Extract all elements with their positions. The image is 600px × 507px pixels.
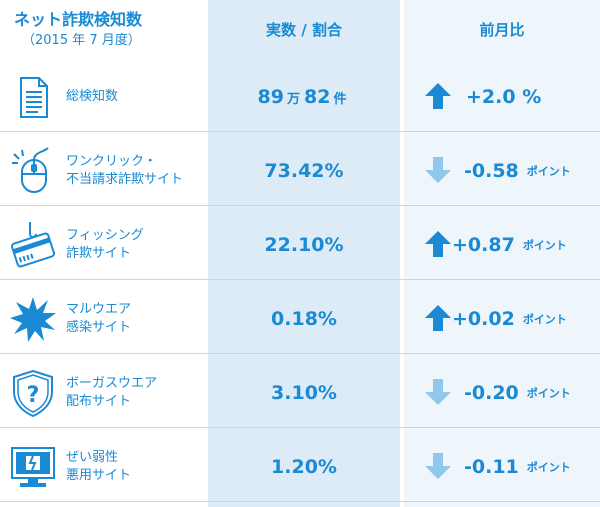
change-value: -0.58 ポイント (464, 136, 571, 206)
row-change: -0.20 ポイント (404, 358, 600, 428)
row-value: 89 万 82 件 (208, 62, 400, 132)
row-label: ワンクリック・ 不当請求詐欺サイト (66, 136, 183, 206)
broken-monitor-icon (11, 447, 55, 487)
total-unit-ken: 件 (333, 91, 347, 107)
row-label: ぜい弱性 悪用サイト (66, 432, 131, 502)
total-value-ken: 82 (304, 86, 331, 108)
table-row: マルウエア 感染サイト 0.18% +0.02 ポイント (0, 284, 600, 354)
change-column-header: 前月比 (479, 21, 525, 39)
change-value: +0.02 ポイント (452, 284, 567, 354)
change-number: -0.11 (464, 456, 519, 478)
table-row: 総検知数 89 万 82 件 +2.0 % (0, 62, 600, 132)
row-label-line2: 詐欺サイト (66, 246, 132, 261)
row-value: 1.20% (271, 456, 337, 478)
row-label-line1: ボーガスウエア (66, 376, 158, 391)
change-unit: ポイント (522, 239, 567, 252)
change-number: -0.20 (464, 382, 519, 404)
arrow-up-icon (425, 231, 451, 257)
row-change: +0.87 ポイント (404, 210, 600, 280)
row-label: フィッシング 詐欺サイト (66, 210, 144, 280)
change-number: -0.58 (464, 160, 519, 182)
change-value: +2.0 % (466, 86, 542, 108)
question-shield-icon: ? (13, 369, 53, 418)
table-subtitle: （2015 年 7 月度） (22, 33, 141, 48)
change-unit: ポイント (526, 461, 571, 474)
row-label-line2: 配布サイト (66, 394, 132, 409)
table-title: ネット詐欺検知数 (14, 10, 143, 29)
row-label-line1: ワンクリック・ (66, 154, 157, 169)
malware-burst-icon (10, 297, 56, 342)
total-value-man: 89 (257, 86, 284, 108)
mouse-click-icon (12, 147, 49, 193)
change-number: +0.02 (452, 308, 515, 330)
row-value: 73.42% (264, 160, 344, 182)
change-unit: ポイント (526, 165, 571, 178)
row-change: +0.02 ポイント (404, 284, 600, 354)
arrow-up-icon (425, 83, 451, 109)
change-number: +0.87 (452, 234, 515, 256)
change-unit: ポイント (526, 387, 571, 400)
change-unit: ポイント (522, 313, 567, 326)
row-value: 3.10% (271, 382, 337, 404)
arrow-down-icon (425, 453, 451, 479)
table-row: ? ボーガスウエア 配布サイト 3.10% -0.20 ポイント (0, 358, 600, 428)
row-label-line1: フィッシング (66, 228, 144, 243)
row-label-line1: マルウエア (66, 302, 132, 317)
row-change: +2.0 % (404, 62, 600, 132)
row-label-line2: 感染サイト (66, 320, 132, 335)
table-row: ぜい弱性 悪用サイト 1.20% -0.11 ポイント (0, 432, 600, 502)
row-label-line1: 総検知数 (66, 89, 119, 104)
row-change: -0.58 ポイント (404, 136, 600, 206)
arrow-down-icon (425, 379, 451, 405)
row-value: 22.10% (264, 234, 344, 256)
svg-text:?: ? (27, 383, 40, 408)
row-label-line2: 悪用サイト (66, 468, 132, 483)
row-label: ボーガスウエア 配布サイト (66, 358, 157, 428)
row-label-line1: ぜい弱性 (66, 450, 119, 465)
value-column-header: 実数 / 割合 (266, 21, 342, 39)
table-row: ワンクリック・ 不当請求詐欺サイト 73.42% -0.58 ポイント (0, 136, 600, 206)
row-value: 0.18% (271, 308, 337, 330)
change-value: -0.20 ポイント (464, 358, 571, 428)
arrow-up-icon (425, 305, 451, 331)
document-icon (20, 77, 48, 118)
row-label: 総検知数 (66, 62, 118, 132)
row-label-line2: 不当請求詐欺サイト (66, 172, 184, 187)
arrow-down-icon (425, 157, 451, 183)
value-column-background (208, 0, 400, 507)
row-change: -0.11 ポイント (404, 432, 600, 502)
change-value: +0.87 ポイント (452, 210, 567, 280)
table-row: フィッシング 詐欺サイト 22.10% +0.87 ポイント (0, 210, 600, 280)
total-unit-man: 万 (286, 91, 300, 107)
row-label: マルウエア 感染サイト (66, 284, 131, 354)
credit-card-hook-icon (11, 222, 55, 268)
change-value: -0.11 ポイント (464, 432, 571, 502)
table-header: ネット詐欺検知数 （2015 年 7 月度） 実数 / 割合 前月比 (0, 0, 600, 62)
